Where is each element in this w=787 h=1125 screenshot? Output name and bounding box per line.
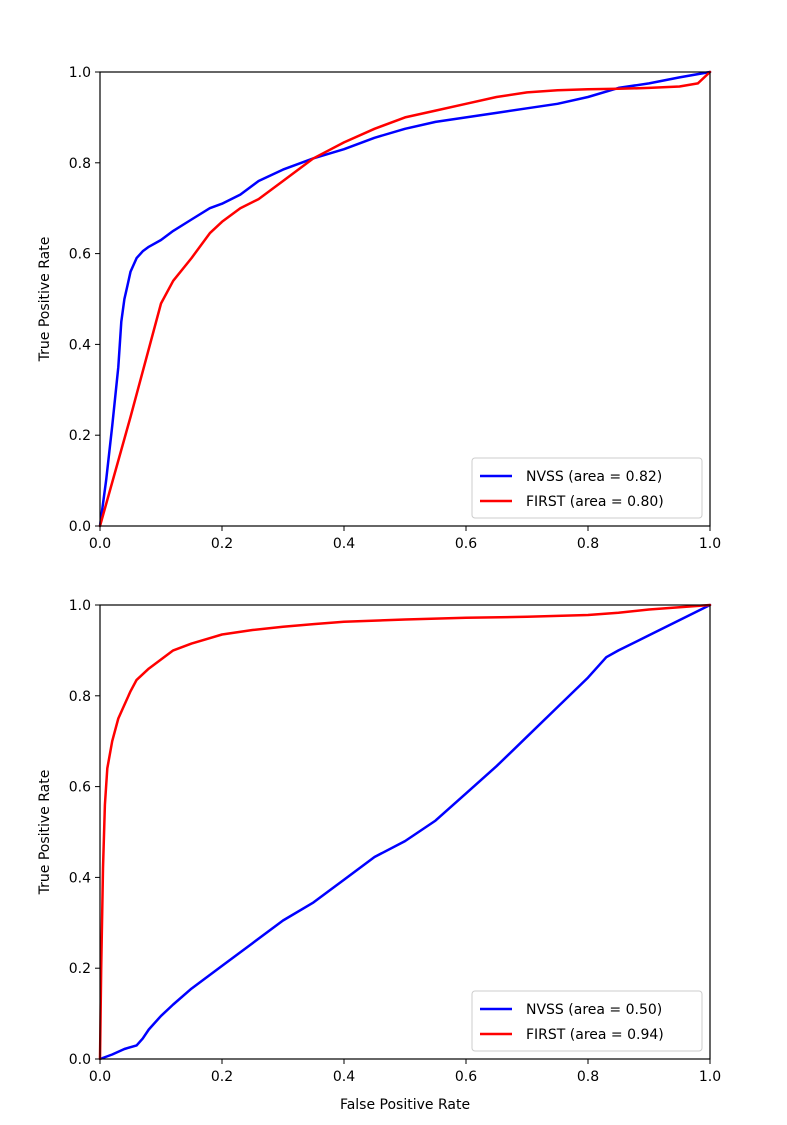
roc-chart-bottom: 0.0 0.2 0.4 0.6 0.8 1.0 0.0 0.2 0.4 0.6 0.8 1.0 Tru… <box>37 598 721 1113</box>
x-tick-label: 0.8 <box>577 536 599 552</box>
series-line-nvss <box>98 70 712 528</box>
y-tick-label: 0.8 <box>69 689 91 705</box>
y-axis-label: True Positive Rate <box>37 770 53 896</box>
legend-label-first: FIRST (area = 0.80) <box>526 494 664 510</box>
y-tick-label: 0.2 <box>69 428 91 444</box>
x-tick-label: 0.6 <box>455 1069 477 1085</box>
plot-frame <box>99 604 711 1060</box>
series-line-nvss <box>98 603 712 1061</box>
y-tick-label: 1.0 <box>69 598 91 614</box>
y-tick-label: 0.6 <box>69 780 91 796</box>
x-tick-label: 0.4 <box>333 1069 355 1085</box>
legend: NVSS (area = 0.50) FIRST (area = 0.94) <box>471 990 703 1052</box>
legend: NVSS (area = 0.82) FIRST (area = 0.80) <box>471 457 703 519</box>
roc-chart-top: 0.0 0.2 0.4 0.6 0.8 1.0 0.0 0.2 0.4 0.6 0.8 1.0 Tru… <box>37 65 721 552</box>
plot-area <box>100 605 710 1059</box>
series-line-first <box>98 70 712 528</box>
legend-label-nvss: NVSS (area = 0.82) <box>526 469 662 485</box>
x-tick-label: 0.2 <box>211 536 233 552</box>
x-tick-label: 1.0 <box>699 1069 721 1085</box>
legend-label-nvss: NVSS (area = 0.50) <box>526 1002 662 1018</box>
plot-area <box>100 72 710 526</box>
y-tick-label: 0.0 <box>69 519 91 535</box>
plot-frame <box>99 71 711 527</box>
x-axis-label: False Positive Rate <box>340 1097 470 1113</box>
legend-box <box>471 990 703 1052</box>
legend-label-first: FIRST (area = 0.94) <box>526 1027 664 1043</box>
x-tick-label: 0.2 <box>211 1069 233 1085</box>
y-tick-label: 0.6 <box>69 247 91 263</box>
y-tick-label: 0.2 <box>69 961 91 977</box>
y-tick-label: 1.0 <box>69 65 91 81</box>
series-line-first <box>98 603 712 1061</box>
y-tick-label: 0.8 <box>69 156 91 172</box>
x-tick-label: 0.4 <box>333 536 355 552</box>
x-tick-label: 0.0 <box>89 1069 111 1085</box>
x-tick-label: 0.0 <box>89 536 111 552</box>
y-tick-label: 0.0 <box>69 1052 91 1068</box>
y-tick-label: 0.4 <box>69 337 91 353</box>
x-tick-label: 0.6 <box>455 536 477 552</box>
legend-box <box>471 457 703 519</box>
x-tick-label: 1.0 <box>699 536 721 552</box>
y-axis-label: True Positive Rate <box>37 237 53 363</box>
y-tick-label: 0.4 <box>69 870 91 886</box>
x-tick-label: 0.8 <box>577 1069 599 1085</box>
